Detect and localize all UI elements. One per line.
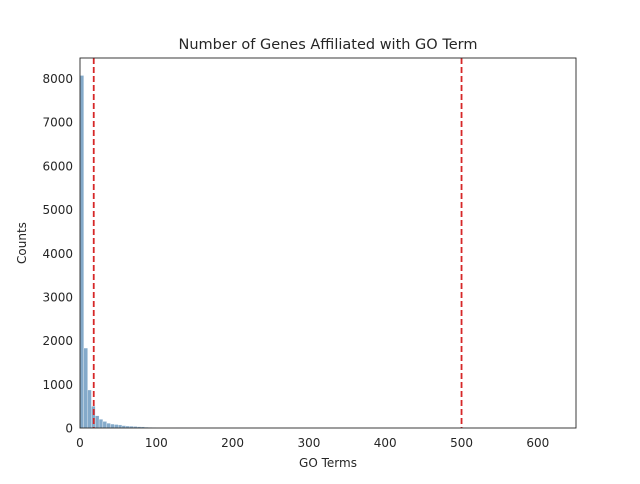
y-axis-label: Counts [15,222,29,264]
histogram-bar [80,75,84,428]
histogram-bar [118,425,122,428]
x-tick-label: 0 [76,436,84,450]
histogram-bar [111,424,115,428]
histogram-bar [107,423,111,428]
histogram-bar [114,425,118,428]
histogram-bar [84,348,88,428]
histogram-bar [103,421,107,428]
y-tick-label: 7000 [42,116,73,130]
y-tick-label: 4000 [42,247,73,261]
histogram-bar [88,390,92,428]
x-tick-label: 200 [221,436,244,450]
x-tick-label: 300 [297,436,320,450]
chart-title: Number of Genes Affiliated with GO Term [179,37,478,53]
x-tick-label: 100 [145,436,168,450]
y-tick-label: 5000 [42,203,73,217]
y-axis-ticks: 0 1000 2000 3000 4000 5000 6000 7000 8000 [42,72,73,435]
y-tick-label: 1000 [42,378,73,392]
y-tick-label: 0 [65,422,73,436]
histogram-bar [99,419,103,428]
histogram-bar [95,416,99,428]
x-tick-label: 500 [450,436,473,450]
x-tick-label: 600 [526,436,549,450]
y-tick-label: 3000 [42,290,73,304]
x-axis-label: GO Terms [299,456,357,470]
y-tick-label: 6000 [42,159,73,173]
y-tick-label: 2000 [42,334,73,348]
x-tick-label: 400 [374,436,397,450]
y-tick-label: 8000 [42,72,73,86]
